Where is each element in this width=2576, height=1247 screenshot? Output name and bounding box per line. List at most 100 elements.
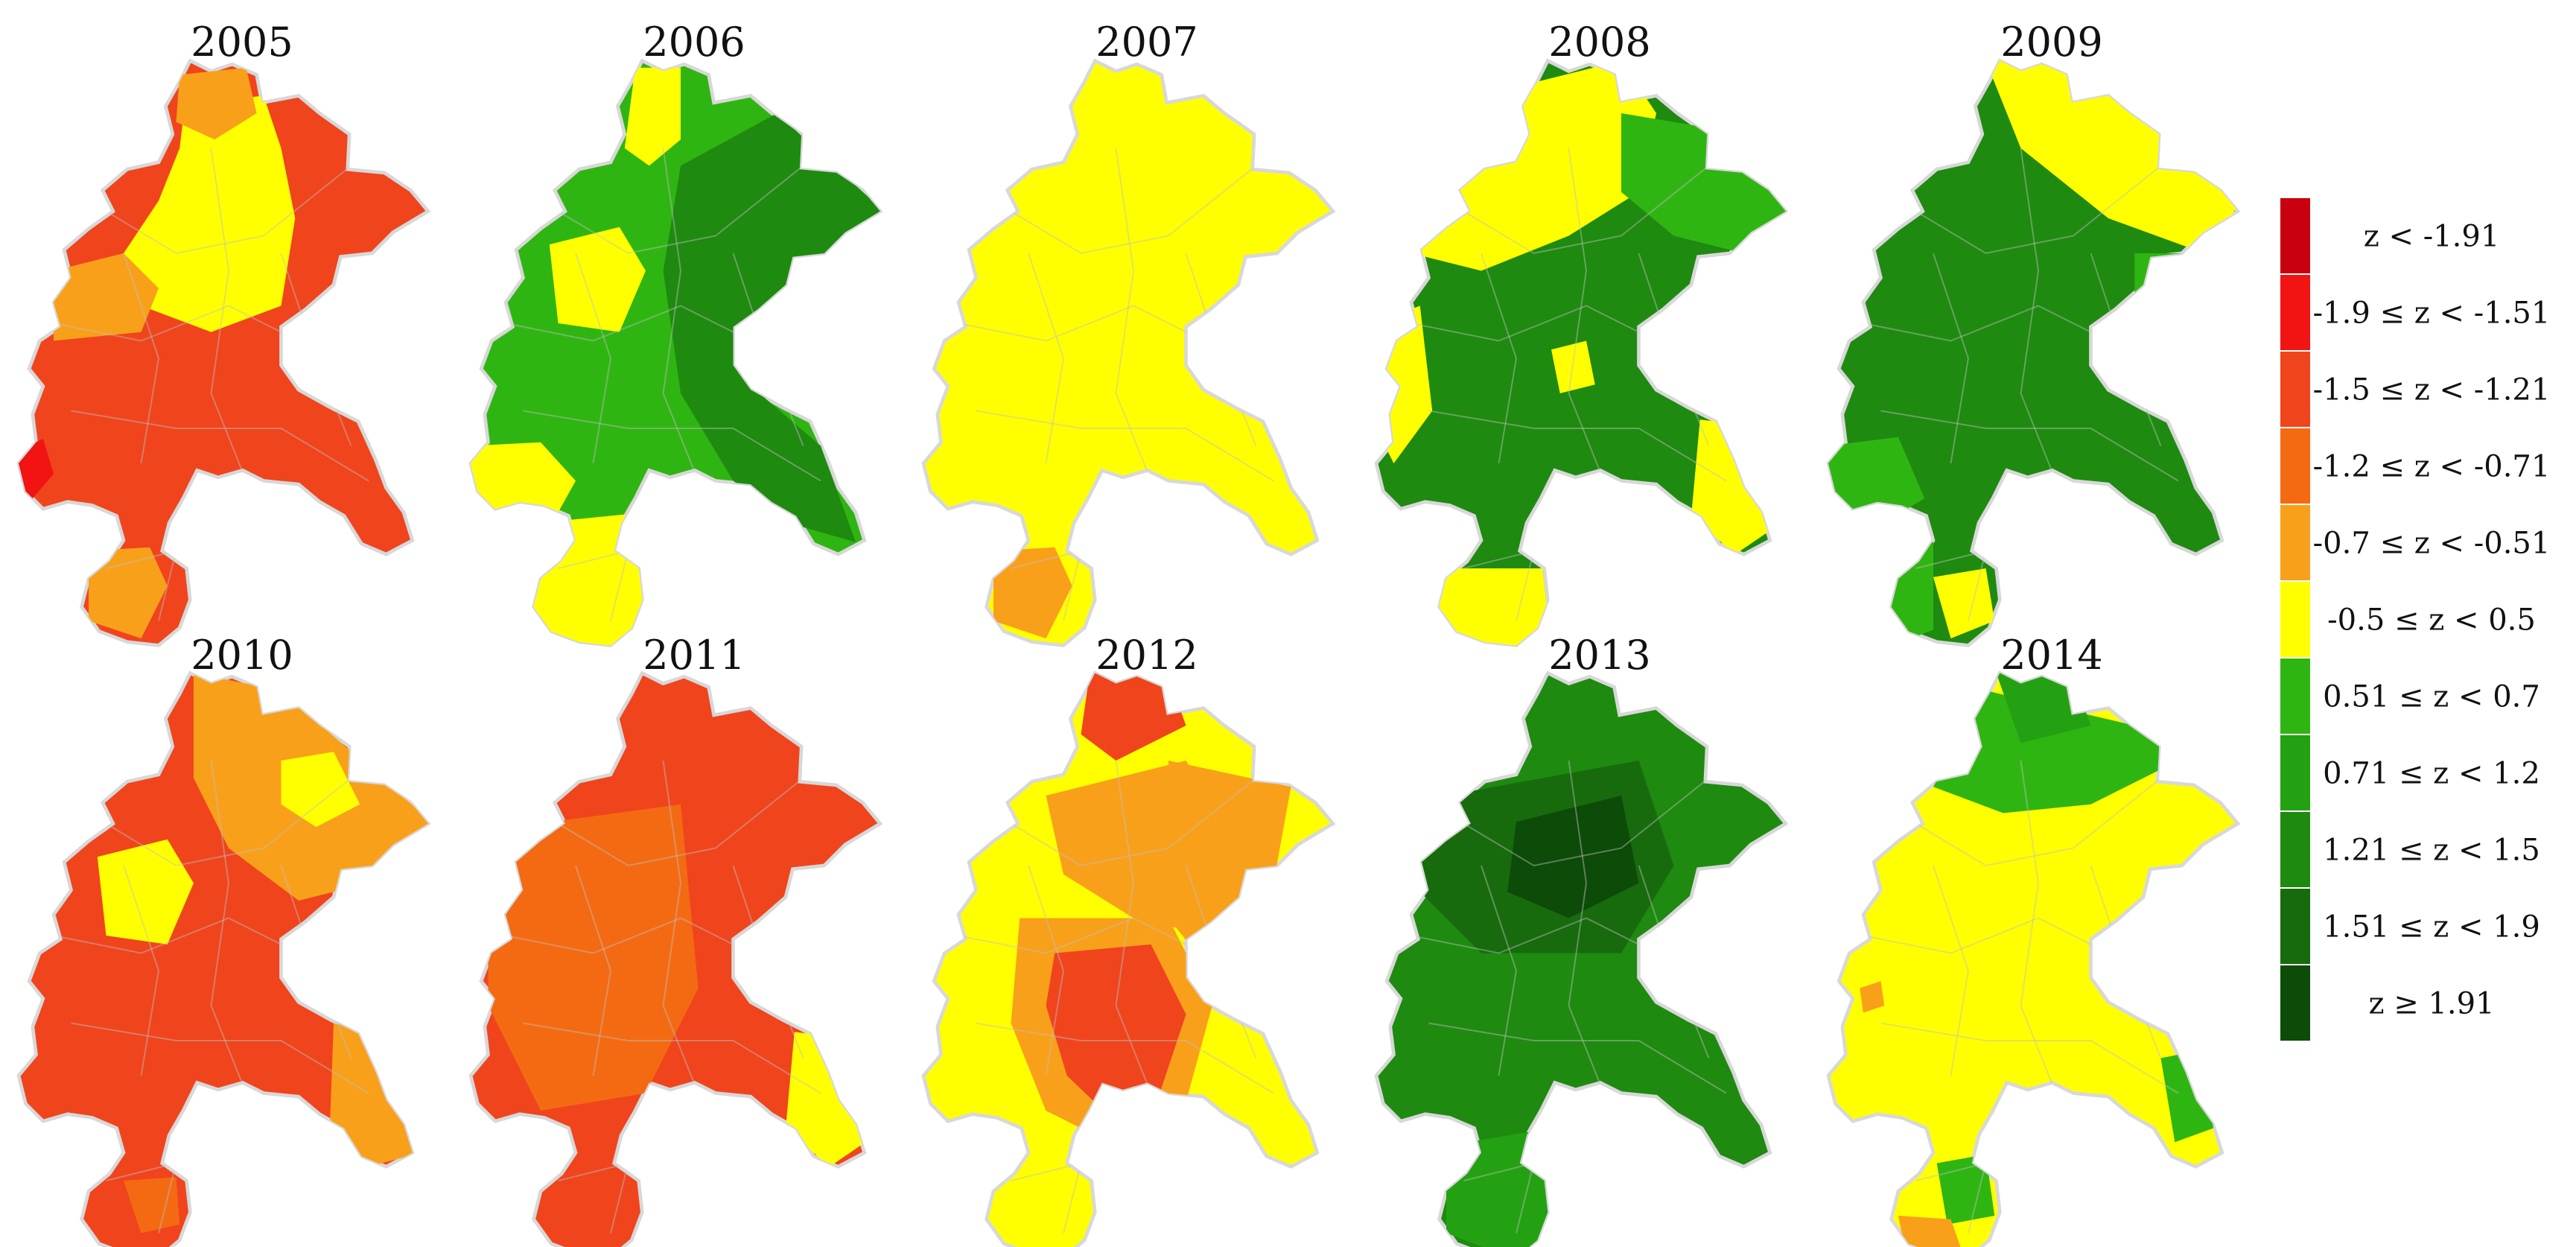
map-boundary-line	[993, 778, 1256, 866]
map-boundary-line	[1116, 761, 1151, 1094]
map-boundary-line	[1429, 411, 1727, 481]
map-boundary-line	[524, 411, 821, 481]
map-region-orange-north-patch	[176, 67, 257, 140]
map-boundary-line	[541, 166, 804, 254]
legend-item: 1.21 ≤ z < 1.5	[2280, 812, 2540, 887]
map-boundaries	[1411, 148, 1726, 621]
map-boundary-line	[1481, 866, 1516, 1076]
legend-item: -1.2 ≤ z < -0.71	[2280, 428, 2550, 504]
map-panel-2007: 2007	[923, 19, 1333, 645]
map-boundaries	[506, 761, 821, 1234]
legend-label: 0.51 ≤ z < 0.7	[2323, 680, 2540, 714]
map-boundary-line	[958, 306, 1203, 341]
map-year-label: 2010	[191, 632, 293, 679]
map-region-orange-south-tip	[1898, 1215, 1965, 1247]
map-region-orange-west-spot	[1860, 981, 1885, 1013]
map-overlay-group	[19, 67, 296, 638]
map-shape-group	[19, 673, 432, 1247]
map-boundary-line	[1569, 761, 1604, 1094]
map-region-yellow-center-band	[124, 95, 296, 332]
map-panel-2006: 2006	[471, 19, 882, 647]
map-boundary-line	[1569, 148, 1604, 481]
legend-label: z < -1.91	[2364, 220, 2500, 254]
map-boundary-line	[1446, 166, 1709, 254]
map-boundary-line	[212, 148, 247, 481]
map-region-green-south-spot	[1936, 1154, 1995, 1225]
map-boundary-line	[212, 761, 247, 1094]
map-region-dark-green-east	[663, 112, 880, 542]
map-region-orange-northeast-band	[1168, 761, 1291, 962]
map-region-yellow-west-pocket	[97, 839, 194, 945]
map-boundary-line	[1881, 1024, 2179, 1094]
map-boundary-line	[89, 166, 351, 254]
legend-item: z ≥ 1.91	[2280, 965, 2495, 1041]
map-year-label: 2009	[2000, 19, 2102, 66]
map-boundaries	[1411, 761, 1726, 1234]
legend-label: 1.21 ≤ z < 1.5	[2323, 834, 2540, 868]
legend-label: -1.5 ≤ z < -1.21	[2313, 373, 2551, 407]
map-overlay-group	[97, 673, 428, 1234]
map-boundary-line	[89, 778, 351, 866]
map-boundary-line	[1863, 918, 2108, 954]
map-region-orange-south-patch	[89, 547, 168, 638]
legend-swatch	[2280, 505, 2310, 580]
map-boundary-line	[576, 866, 611, 1076]
map-region-green-east	[2134, 253, 2224, 393]
map-panel-2011: 2011	[471, 632, 880, 1247]
map-boundary-line	[664, 148, 699, 481]
map-boundaries	[506, 148, 821, 621]
legend-swatch	[2280, 275, 2310, 350]
legend-item: -1.9 ≤ z < -1.51	[2280, 275, 2550, 350]
map-panel-2009: 2009	[1828, 19, 2242, 647]
legend-item: 0.51 ≤ z < 0.7	[2280, 659, 2540, 734]
map-shape-group	[471, 61, 882, 647]
legend-swatch	[2280, 352, 2310, 427]
map-boundary-line	[1898, 166, 2161, 254]
map-panel-2013: 2013	[1376, 632, 1786, 1247]
legend-item: 1.51 ≤ z < 1.9	[2280, 889, 2540, 964]
legend-swatch	[2280, 889, 2310, 964]
map-boundary-line	[1933, 253, 1968, 463]
map-region-mid-green-south	[1446, 1128, 1569, 1247]
legend-swatch	[2280, 965, 2310, 1041]
legend-item: -0.5 ≤ z < 0.5	[2280, 582, 2536, 657]
legend-swatch	[2280, 659, 2310, 734]
map-region-yellow-south-band	[1428, 568, 1551, 646]
map-boundary-line	[1863, 306, 2108, 341]
legend-swatch	[2280, 428, 2310, 504]
map-region-green-northeast	[1621, 112, 1786, 253]
map-region-red-orange-north-tip	[1081, 673, 1186, 761]
map-year-label: 2011	[643, 632, 745, 679]
map-boundary-line	[1481, 253, 1516, 463]
map-region-red-orange-center	[1046, 944, 1186, 1114]
legend-swatch	[2280, 735, 2310, 810]
map-shape-group	[923, 61, 1333, 646]
map-panel-2008: 2008	[1376, 19, 1790, 647]
map-boundary-line	[506, 306, 751, 341]
map-region-darkest-green-core	[1507, 796, 1639, 918]
legend-swatch	[2280, 198, 2310, 273]
legend: z < -1.91 -1.9 ≤ z < -1.51 -1.5 ≤ z < -1.2…	[2280, 198, 2550, 1041]
map-boundary-line	[124, 253, 159, 463]
map-boundary-line	[2021, 148, 2056, 481]
map-boundary-line	[1446, 778, 1709, 866]
map-overlay-group	[1011, 673, 1291, 1146]
map-region-orange-east-lobe	[330, 1023, 415, 1167]
map-base-region	[1376, 673, 1786, 1247]
map-boundary-line	[506, 918, 751, 954]
map-boundaries	[1863, 148, 2178, 621]
map-overlay-group	[1860, 673, 2213, 1247]
map-boundaries	[1863, 761, 2178, 1234]
legend-label: 0.71 ≤ z < 1.2	[2323, 757, 2540, 791]
map-shape-group	[1828, 61, 2242, 647]
map-panel-2012: 2012	[923, 632, 1333, 1247]
map-boundary-line	[54, 918, 299, 954]
legend-label: -1.9 ≤ z < -1.51	[2313, 296, 2551, 331]
legend-item: z < -1.91	[2280, 198, 2499, 273]
legend-label: 1.51 ≤ z < 1.9	[2323, 910, 2540, 945]
map-boundary-line	[576, 253, 611, 463]
map-boundary-line	[1028, 253, 1063, 463]
map-panel-2005: 2005	[19, 19, 428, 645]
map-region-red-west-spot	[19, 439, 54, 498]
